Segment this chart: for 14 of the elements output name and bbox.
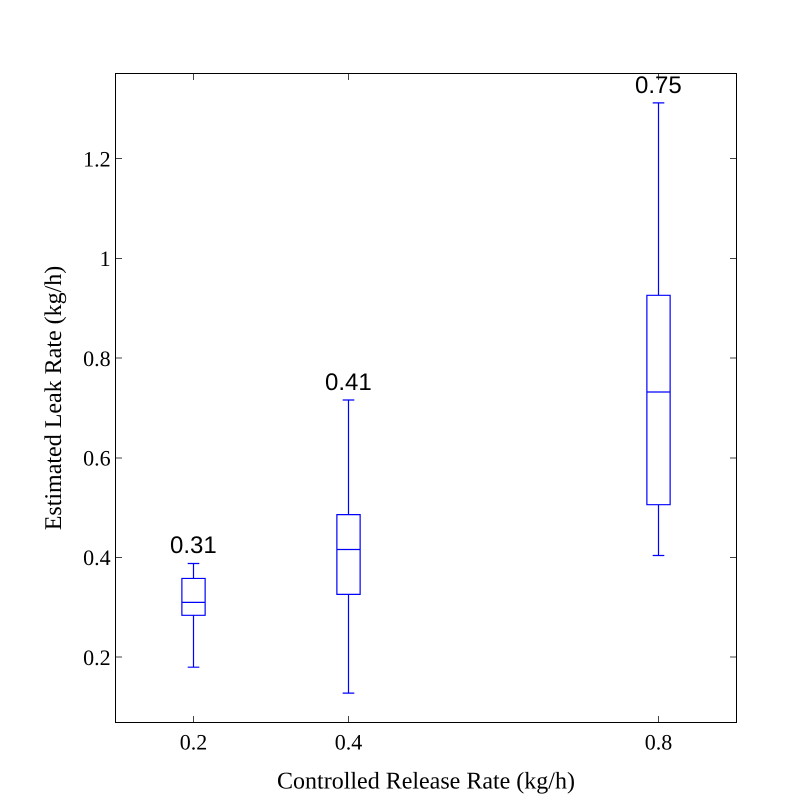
annotation: 0.75 [635,72,682,99]
x-tick-label: 0.2 [180,729,208,754]
y-tick-label: 0.2 [83,644,111,670]
y-axis-title: Estimated Leak Rate (kg/h) [41,266,68,530]
y-tick-label: 0.8 [83,346,111,371]
y-tick-label: 1.2 [83,146,111,172]
x-axis-title: Controlled Release Rate (kg/h) [277,768,575,795]
x-tick-label: 0.8 [644,729,672,754]
x-tick-label: 0.4 [334,729,362,754]
annotation: 0.31 [170,532,217,559]
y-tick-label: 0.4 [83,545,111,570]
y-tick-label: 0.6 [83,446,111,471]
y-tick-label: 1 [100,246,111,272]
annotation: 0.41 [325,369,372,396]
